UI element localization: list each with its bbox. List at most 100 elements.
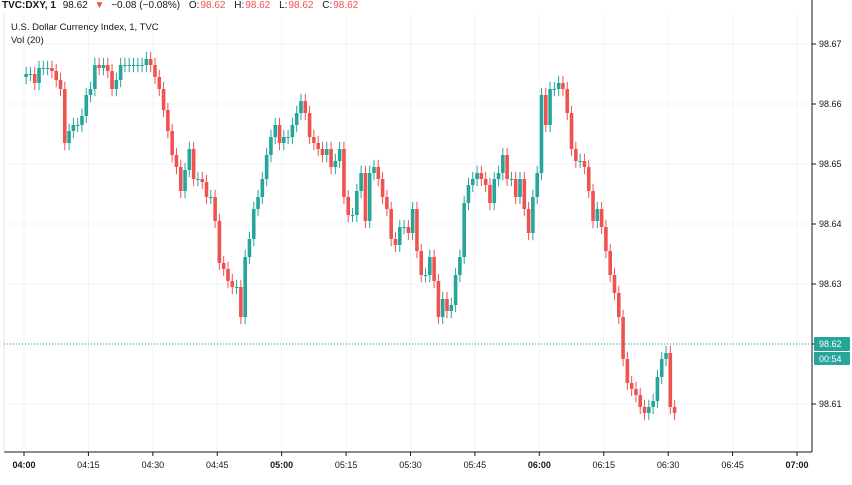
candle-body[interactable] [565, 89, 570, 113]
candle-body[interactable] [586, 167, 591, 191]
candle-body[interactable] [24, 74, 28, 77]
candle-body[interactable] [385, 197, 389, 209]
candle-body[interactable] [28, 74, 33, 75]
candle-body[interactable] [518, 179, 522, 197]
candle-body[interactable] [221, 263, 226, 269]
candle-body[interactable] [449, 305, 454, 311]
candle-body[interactable] [608, 251, 612, 275]
candle-body[interactable] [402, 227, 406, 228]
candle-body[interactable] [209, 197, 213, 198]
candle-body[interactable] [196, 179, 200, 180]
candle-body[interactable] [664, 353, 668, 359]
candle-body[interactable] [561, 83, 565, 89]
candle-body[interactable] [440, 299, 445, 317]
candle-body[interactable] [174, 155, 179, 167]
candle-body[interactable] [217, 221, 222, 263]
candle-body[interactable] [123, 65, 127, 66]
candle-body[interactable] [93, 65, 97, 89]
candle-body[interactable] [294, 113, 299, 125]
candle-body[interactable] [269, 137, 273, 155]
candle-body[interactable] [655, 377, 660, 401]
candle-body[interactable] [226, 269, 230, 281]
candle-body[interactable] [355, 191, 359, 215]
candle-body[interactable] [191, 149, 196, 179]
candle-body[interactable] [131, 65, 136, 66]
candle-body[interactable] [71, 125, 76, 131]
candle-body[interactable] [80, 116, 84, 125]
candle-body[interactable] [290, 125, 295, 137]
candle-body[interactable] [324, 149, 329, 155]
candle-body[interactable] [234, 287, 239, 288]
candle-body[interactable] [406, 227, 411, 233]
candle-body[interactable] [204, 182, 209, 197]
candle-body[interactable] [153, 65, 157, 77]
candle-body[interactable] [333, 161, 338, 167]
candle-body[interactable] [337, 149, 342, 161]
candle-body[interactable] [350, 215, 355, 216]
candle-body[interactable] [458, 257, 462, 275]
candle-body[interactable] [45, 68, 50, 69]
candle-body[interactable] [621, 317, 625, 359]
candle-body[interactable] [470, 179, 475, 185]
candle-body[interactable] [342, 149, 346, 197]
candle-body[interactable] [170, 131, 174, 155]
candle-body[interactable] [178, 167, 183, 191]
candle-body[interactable] [488, 185, 492, 203]
candle-body[interactable] [612, 275, 617, 293]
candle-body[interactable] [187, 149, 192, 170]
candle-body[interactable] [616, 293, 621, 317]
candle-body[interactable] [582, 161, 587, 167]
candle-body[interactable] [397, 227, 402, 245]
candle-body[interactable] [114, 80, 119, 89]
candle-body[interactable] [419, 251, 424, 275]
candle-body[interactable] [599, 209, 604, 227]
candle-body[interactable] [101, 65, 106, 68]
candle-body[interactable] [475, 173, 479, 179]
candle-body[interactable] [316, 143, 320, 149]
candle-body[interactable] [88, 89, 93, 95]
candle-body[interactable] [659, 359, 664, 377]
candle-body[interactable] [548, 89, 552, 125]
candle-body[interactable] [183, 170, 187, 191]
candle-body[interactable] [58, 80, 63, 89]
candle-body[interactable] [37, 68, 41, 83]
candle-body[interactable] [574, 149, 578, 161]
candle-body[interactable] [483, 179, 488, 185]
candle-body[interactable] [543, 95, 548, 125]
candle-body[interactable] [200, 179, 205, 182]
candle-body[interactable] [629, 383, 634, 389]
candle-body[interactable] [389, 209, 393, 239]
candle-body[interactable] [62, 89, 67, 143]
candle-body[interactable] [522, 179, 527, 209]
candle-body[interactable] [501, 155, 505, 173]
candle-body[interactable] [668, 353, 673, 407]
candle-body[interactable] [591, 191, 595, 221]
candle-body[interactable] [286, 137, 290, 138]
candle-body[interactable] [569, 113, 574, 149]
candle-body[interactable] [445, 299, 449, 311]
candle-body[interactable] [303, 101, 308, 113]
candle-body[interactable] [161, 89, 166, 110]
candle-body[interactable] [604, 227, 608, 251]
candle-body[interactable] [428, 257, 432, 275]
candle-body[interactable] [595, 209, 600, 221]
candle-body[interactable] [32, 74, 37, 83]
candle-body[interactable] [118, 65, 123, 80]
candle-body[interactable] [243, 257, 247, 317]
candle-body[interactable] [423, 275, 428, 276]
candle-body[interactable] [136, 65, 140, 66]
candle-body[interactable] [376, 167, 381, 179]
candle-body[interactable] [634, 389, 638, 395]
candle-body[interactable] [492, 179, 497, 203]
candle-body[interactable] [638, 395, 643, 407]
candle-body[interactable] [282, 137, 286, 143]
candle-body[interactable] [556, 83, 561, 89]
candle-body[interactable] [359, 173, 363, 191]
candle-body[interactable] [127, 65, 132, 66]
symbol-label[interactable]: TVC:DXY, 1 [2, 0, 56, 11]
candle-body[interactable] [415, 209, 419, 251]
candle-body[interactable] [346, 197, 351, 215]
candle-body[interactable] [239, 287, 243, 317]
candle-body[interactable] [329, 149, 333, 167]
